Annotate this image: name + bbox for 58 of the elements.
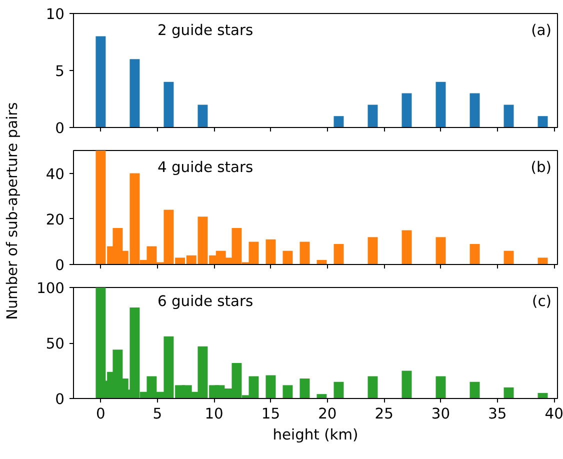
- bar: [504, 250, 514, 264]
- annotation: 6 guide stars: [158, 293, 254, 310]
- bar: [334, 382, 344, 398]
- annotation: (c): [532, 293, 552, 310]
- annotation: 2 guide stars: [158, 22, 254, 39]
- bar: [538, 392, 548, 398]
- x-tick-label: 35: [488, 406, 507, 422]
- y-tick-label: 20: [46, 211, 65, 228]
- bar: [538, 258, 548, 264]
- bar: [316, 394, 327, 398]
- x-tick-label: 40: [544, 406, 563, 422]
- x-axis-title: height (km): [272, 426, 358, 444]
- bar: [470, 382, 480, 398]
- annotation: (a): [531, 22, 552, 39]
- bar: [96, 36, 106, 128]
- x-tick-label: 10: [204, 406, 224, 422]
- annotation: 4 guide stars: [158, 159, 254, 176]
- y-tick-label: 100: [36, 280, 65, 297]
- bar: [130, 59, 140, 128]
- y-tick-label: 0: [55, 120, 65, 137]
- bar: [368, 237, 378, 264]
- y-tick-label: 40: [46, 166, 65, 183]
- bar: [164, 82, 174, 128]
- bar: [300, 378, 310, 398]
- bar: [538, 116, 548, 128]
- y-tick-label: 0: [55, 391, 65, 408]
- bar: [504, 387, 514, 398]
- bar: [436, 82, 446, 128]
- bar: [402, 370, 412, 398]
- y-axis-title: Number of sub-aperture pairs: [4, 102, 21, 320]
- bar: [266, 239, 276, 264]
- y-tick-label: 5: [55, 63, 65, 80]
- y-tick-label: 50: [46, 336, 65, 352]
- bar: [198, 104, 208, 128]
- bar: [436, 376, 446, 398]
- y-tick-label: 10: [46, 6, 65, 23]
- bar: [436, 237, 446, 264]
- bar: [368, 376, 378, 398]
- bar: [402, 93, 412, 128]
- bar: [470, 93, 480, 128]
- bar: [334, 116, 344, 128]
- bar: [334, 244, 344, 264]
- bar: [504, 104, 514, 128]
- bar: [300, 242, 310, 264]
- bar: [402, 230, 412, 264]
- y-tick-label: 0: [55, 257, 65, 274]
- x-tick-label: 15: [261, 406, 280, 422]
- x-tick-label: 0: [96, 406, 106, 422]
- x-tick-label: 30: [431, 406, 450, 422]
- x-tick-label: 25: [374, 406, 394, 422]
- annotation: (b): [530, 159, 552, 176]
- bar: [282, 250, 293, 264]
- bar: [266, 375, 276, 398]
- x-tick-label: 5: [152, 406, 162, 422]
- bar: [282, 385, 293, 398]
- bar: [368, 104, 378, 128]
- bar: [470, 244, 480, 264]
- x-tick-label: 20: [318, 406, 337, 422]
